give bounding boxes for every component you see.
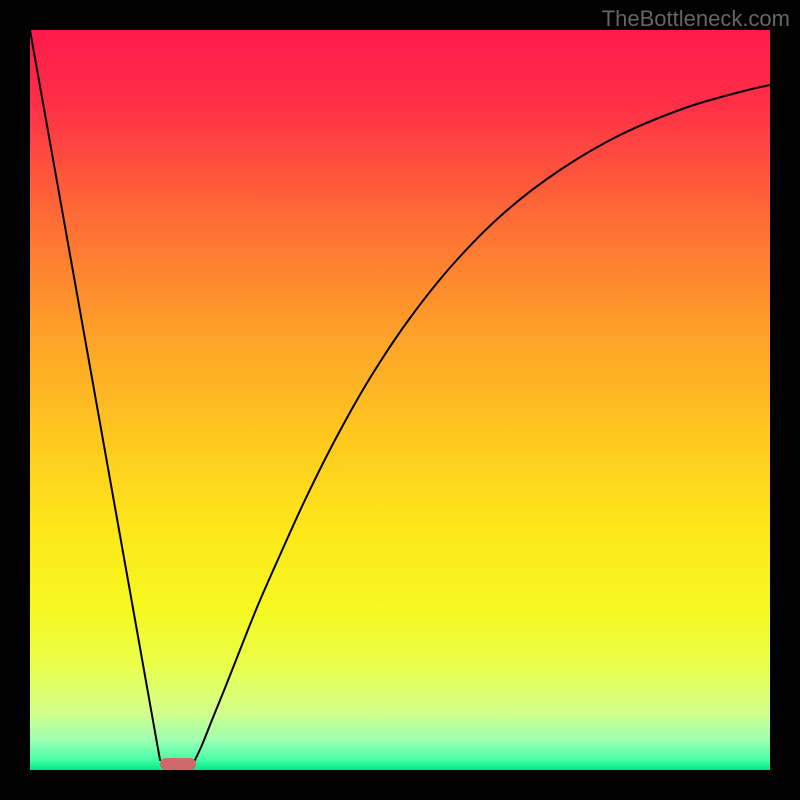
bottleneck-marker xyxy=(160,758,196,770)
bottleneck-chart xyxy=(0,0,800,800)
watermark-text: TheBottleneck.com xyxy=(602,6,790,32)
chart-container: TheBottleneck.com xyxy=(0,0,800,800)
